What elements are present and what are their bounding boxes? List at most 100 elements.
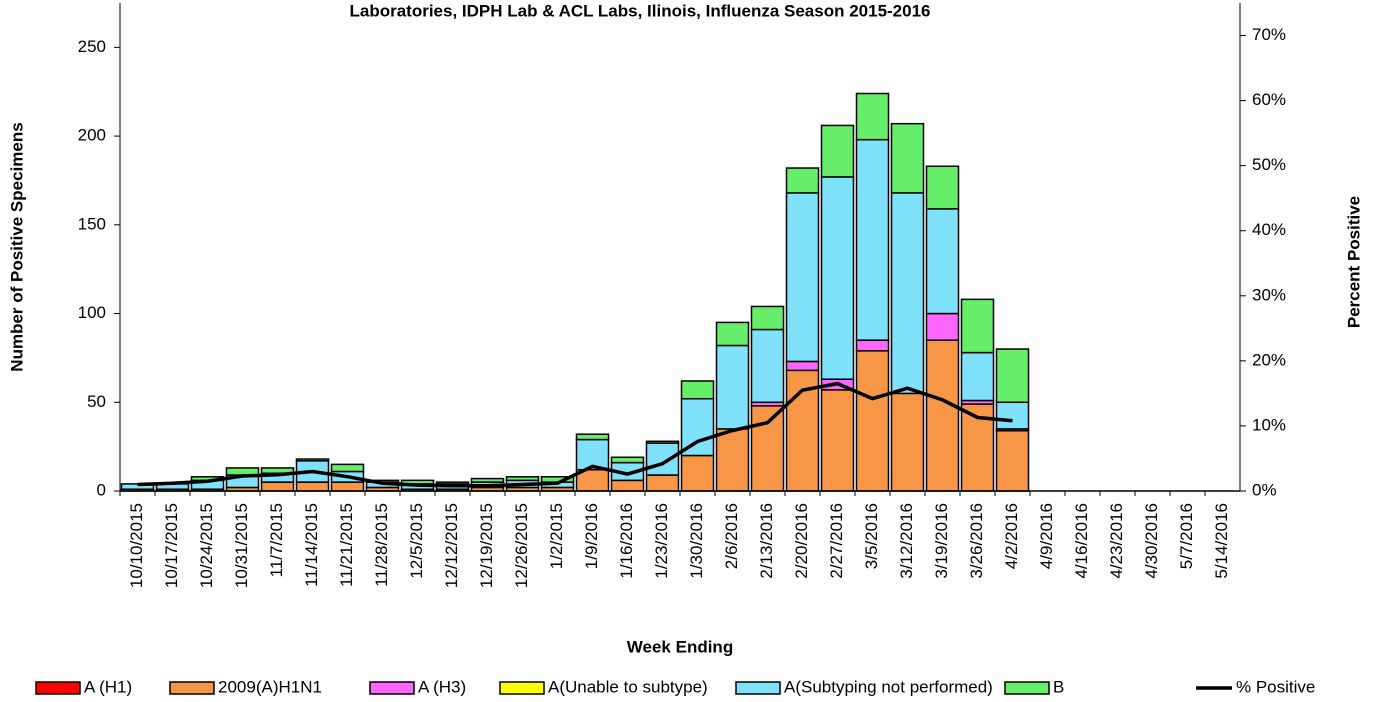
bar-segment — [820, 124, 855, 178]
x-tick-label: 1/2/2015 — [547, 503, 566, 569]
bar-segment — [960, 351, 995, 402]
y2-tick-label: 60% — [1252, 90, 1286, 109]
legend-swatch — [35, 681, 81, 695]
y-tick-label: 50 — [87, 392, 106, 411]
x-tick-label: 12/26/2015 — [512, 503, 531, 588]
legend-swatch — [169, 681, 215, 695]
x-tick-label: 2/6/2016 — [722, 503, 741, 569]
x-tick-label: 10/24/2015 — [197, 503, 216, 588]
bar-segment — [925, 312, 960, 341]
legend-label: A(Subtyping not performed) — [784, 677, 993, 696]
x-tick-label: 12/12/2015 — [442, 503, 461, 588]
y2-tick-label: 10% — [1252, 415, 1286, 434]
x-tick-label: 2/20/2016 — [792, 503, 811, 579]
bar-segment — [435, 481, 470, 485]
bar-segment — [260, 481, 295, 492]
bar-segment — [645, 442, 680, 476]
bar-segment — [855, 92, 890, 141]
bar-segment — [645, 474, 680, 492]
x-axis-label: Week Ending — [627, 637, 733, 656]
bar-segment — [785, 167, 820, 194]
bar-segment — [575, 433, 610, 441]
x-tick-label: 3/19/2016 — [932, 503, 951, 579]
x-tick-label: 2/13/2016 — [757, 503, 776, 579]
y2-tick-label: 0% — [1252, 480, 1277, 499]
legend-label: A(Unable to subtype) — [548, 677, 708, 696]
bar-segment — [855, 138, 890, 341]
x-tick-label: 10/31/2015 — [232, 503, 251, 588]
x-tick-label: 11/21/2015 — [337, 503, 356, 587]
y-tick-label: 150 — [78, 214, 106, 233]
x-tick-label: 4/9/2016 — [1037, 503, 1056, 569]
x-tick-label: 1/30/2016 — [687, 503, 706, 579]
legend-swatch — [735, 681, 781, 695]
bar-segment — [715, 344, 750, 430]
bar-segment — [820, 176, 855, 380]
bar-segment — [785, 360, 820, 372]
legend-label: 2009(A)H1N1 — [218, 677, 322, 696]
x-tick-label: 10/10/2015 — [127, 503, 146, 588]
bar-segment — [750, 328, 785, 404]
legend-swatch — [1004, 681, 1050, 695]
x-tick-label: 11/14/2015 — [302, 503, 321, 587]
bar-segment — [995, 401, 1030, 430]
y2-tick-label: 70% — [1252, 25, 1286, 44]
legend-swatch — [369, 681, 415, 695]
x-tick-label: 4/16/2016 — [1072, 503, 1091, 579]
bar-segment — [890, 122, 925, 194]
legend-label: % Positive — [1236, 677, 1315, 696]
x-tick-label: 10/17/2015 — [162, 503, 181, 588]
y-tick-label: 0 — [97, 480, 106, 499]
bar-segment — [680, 380, 715, 400]
bar-segment — [680, 454, 715, 492]
legend-label: B — [1053, 677, 1064, 696]
legend-label: A (H3) — [418, 677, 466, 696]
y2-tick-label: 20% — [1252, 350, 1286, 369]
bar-segment — [715, 428, 750, 492]
bar-segment — [960, 298, 995, 354]
bar-segment — [505, 476, 540, 482]
percent-line — [137, 381, 1013, 488]
x-tick-label: 3/5/2016 — [862, 503, 881, 569]
x-tick-label: 5/7/2016 — [1177, 503, 1196, 569]
y-tick-label: 100 — [78, 303, 106, 322]
bar-segment — [925, 339, 960, 492]
x-tick-label: 2/27/2016 — [827, 503, 846, 579]
y2-axis-label: Percent Positive — [1344, 196, 1363, 328]
legend-label: A (H1) — [84, 677, 132, 696]
x-tick-label: 1/16/2016 — [617, 503, 636, 579]
bar-segment — [470, 477, 505, 483]
bar-segment — [925, 165, 960, 210]
bar-segment — [890, 392, 925, 492]
x-tick-label: 4/30/2016 — [1142, 503, 1161, 579]
x-tick-label: 11/28/2015 — [372, 503, 391, 587]
bar-segment — [295, 458, 330, 462]
x-tick-label: 11/7/2015 — [267, 503, 286, 577]
y2-tick-label: 30% — [1252, 285, 1286, 304]
x-tick-label: 1/23/2016 — [652, 503, 671, 579]
x-tick-label: 12/5/2015 — [407, 503, 426, 579]
bar-segment — [330, 463, 365, 473]
x-tick-label: 3/26/2016 — [967, 503, 986, 579]
bar-segment — [925, 208, 960, 315]
x-tick-label: 12/19/2015 — [477, 503, 496, 588]
bar-segment — [715, 321, 750, 347]
bar-segment — [645, 440, 680, 444]
legend-swatch — [499, 681, 545, 695]
x-tick-label: 3/12/2016 — [897, 503, 916, 579]
bar-segment — [890, 192, 925, 395]
bar-segment — [855, 339, 890, 352]
bar-segment — [330, 481, 365, 492]
bar-segment — [785, 192, 820, 363]
x-tick-label: 1/9/2016 — [582, 503, 601, 569]
chart-title: Laboratories, IDPH Lab & ACL Labs, Ilino… — [350, 1, 931, 20]
y-axis-label: Number of Positive Specimens — [7, 122, 26, 371]
bar-segment — [750, 405, 785, 492]
x-tick-label: 5/14/2016 — [1212, 503, 1231, 579]
x-tick-label: 4/23/2016 — [1107, 503, 1126, 579]
bar-segment — [995, 348, 1030, 404]
bar-segment — [610, 456, 645, 464]
y-tick-label: 200 — [78, 126, 106, 145]
bar-segment — [610, 479, 645, 492]
